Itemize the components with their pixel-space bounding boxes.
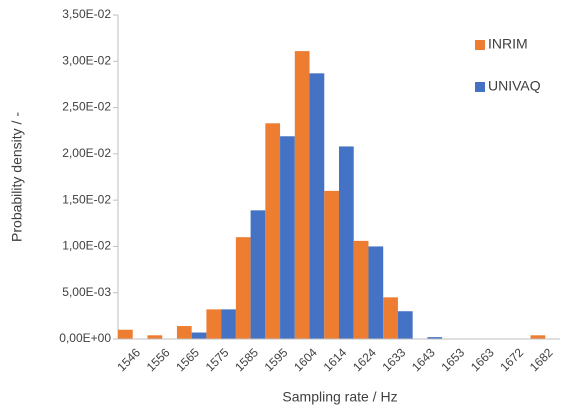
bar [383,297,398,339]
bar [280,136,295,339]
bar [221,309,236,339]
bar [339,146,354,339]
bar [427,337,443,339]
x-tick-label: 1633 [380,345,409,374]
x-tick-label: 1672 [497,345,526,374]
bar [353,240,369,339]
bar [118,329,133,339]
x-tick-label: 1575 [203,345,232,374]
bar [235,237,251,339]
bar [191,332,207,339]
bar [309,73,325,339]
x-tick-label: 1614 [321,345,350,374]
bar [250,210,266,339]
y-tick-label: 0,00E+00 [59,331,111,345]
bar [147,335,163,339]
y-tick-label: 2,00E-02 [62,146,111,160]
y-tick-label: 3,00E-02 [62,53,111,67]
legend-label: INRIM [488,36,528,52]
bar [265,123,281,340]
legend-swatch [475,40,485,50]
x-tick-label: 1546 [114,345,143,374]
bar [206,309,222,339]
bar [530,335,546,339]
bar [324,190,339,339]
x-axis-title: Sampling rate / Hz [282,389,397,405]
x-tick-label: 1643 [409,345,438,374]
x-tick-label: 1624 [350,345,379,374]
bar [294,51,310,340]
bar [397,311,413,339]
bar [368,246,384,339]
y-tick-label: 1,50E-02 [62,192,111,206]
x-tick-label: 1565 [173,345,202,374]
y-tick-label: 3,50E-02 [62,7,111,21]
y-tick-label: 2,50E-02 [62,100,111,114]
y-axis-title: Probability density / - [9,112,25,242]
x-tick-label: 1682 [527,345,556,374]
x-tick-label: 1663 [468,345,497,374]
x-tick-label: 1595 [262,345,291,374]
legend-label: UNIVAQ [488,78,541,94]
x-tick-label: 1653 [438,345,467,374]
y-tick-label: 1,00E-02 [62,239,111,253]
x-tick-label: 1604 [291,345,320,374]
y-tick-label: 5,00E-03 [62,285,111,299]
x-tick-label: 1585 [232,345,261,374]
legend-swatch [475,82,485,92]
x-tick-label: 1556 [144,345,173,374]
bar [176,326,192,339]
